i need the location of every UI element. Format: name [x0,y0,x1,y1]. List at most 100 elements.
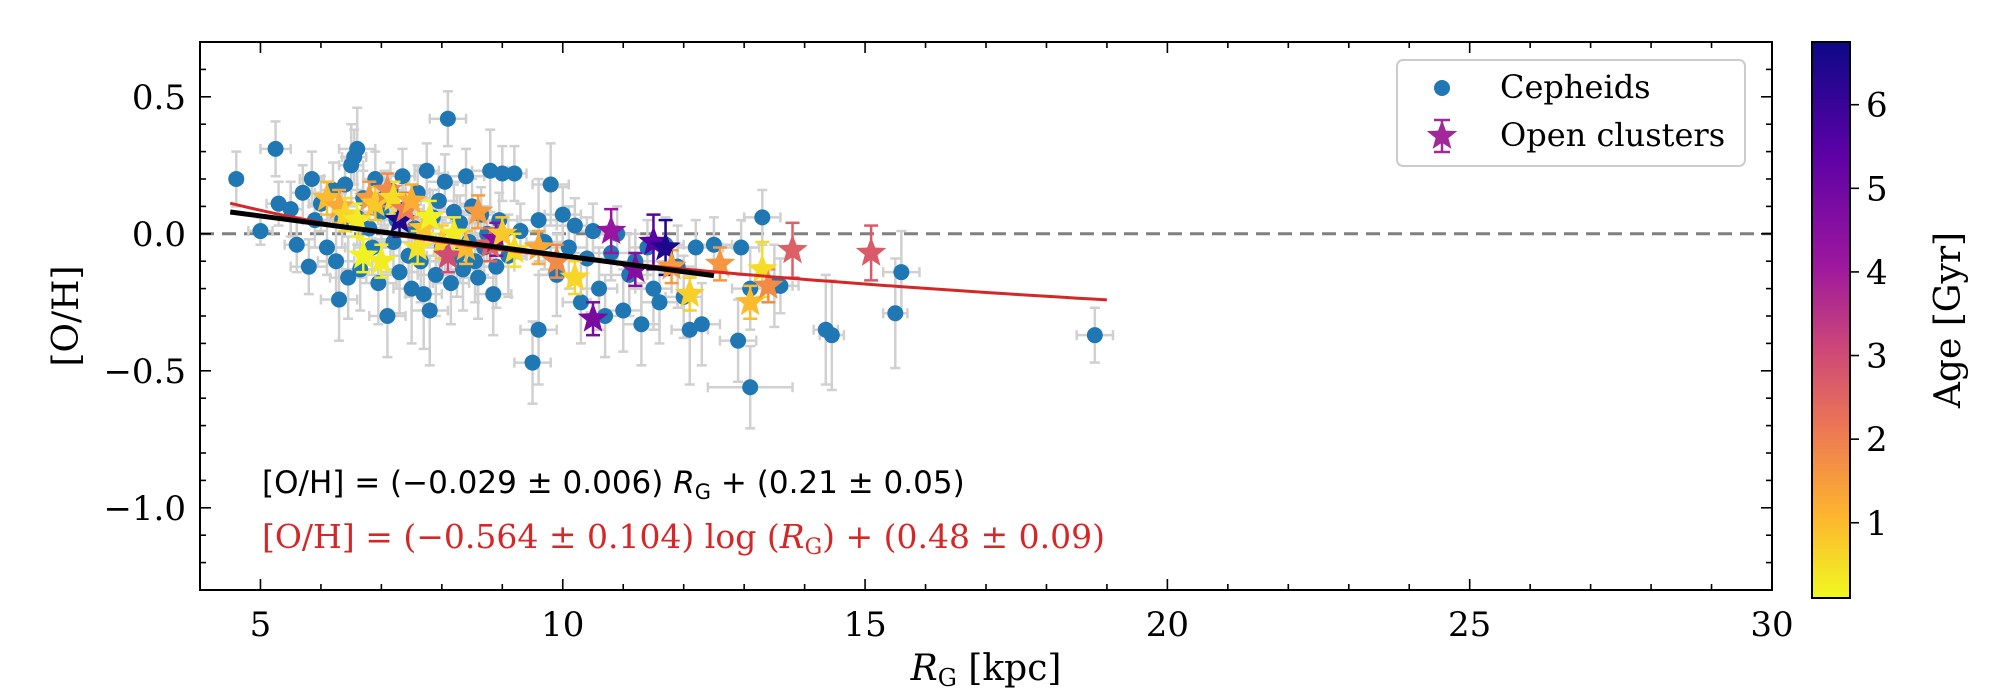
cepheid-point [488,258,505,275]
open-cluster-point [378,182,409,212]
cepheid-point [887,305,904,322]
cepheid-point [337,176,354,193]
open-cluster-point [541,245,572,275]
cepheid-point [370,275,387,292]
cepheid-point [458,168,475,185]
cepheid-point [270,195,287,212]
open-cluster-point [342,204,373,233]
cepheid-point [512,223,529,240]
cepheid-point [455,261,472,278]
cepheid-point [288,236,305,253]
cepheid-point [1086,327,1103,344]
open-cluster-point [396,184,427,214]
open-cluster-point [354,182,385,212]
open-cluster-point [638,226,669,255]
cepheid-point [267,140,284,157]
open-cluster-point [329,198,361,228]
legend: Cepheids Open clusters [1396,59,1746,167]
open-cluster-point [656,250,687,280]
open-cluster-point [620,253,651,283]
cepheid-point [349,140,366,157]
open-cluster-point [753,269,784,299]
x-tick-label: 20 [1146,605,1189,645]
cepheid-point [524,354,541,371]
open-cluster-point [438,217,470,247]
cepheid-point [681,321,698,338]
open-cluster-point [414,201,445,231]
open-cluster-point [311,182,343,212]
cepheid-point [651,294,668,311]
linear-fit-annotation: [O/H] = (−0.029 ± 0.006) RG + (0.21 ± 0.… [262,465,965,504]
cepheid-point [282,201,299,218]
cepheid-point [893,264,910,281]
cepheid-point [340,269,357,286]
cepheid-point [591,280,608,297]
cepheid-point [530,212,547,229]
open-cluster-point [366,245,397,275]
open-cluster-point [855,237,887,266]
cepheid-point [506,165,523,182]
cepheid-point [494,165,511,182]
x-tick-label: 25 [1448,605,1491,645]
legend-open-clusters-label: Open clusters [1500,116,1725,154]
open-cluster-point [674,278,705,307]
cepheid-point [754,209,771,226]
cepheid-point [300,258,317,275]
cepheid-point [415,286,432,303]
cepheid-point [554,206,571,223]
cepheid-point [633,316,650,333]
open-cluster-point [577,302,609,332]
x-tick-label: 5 [250,605,272,645]
open-cluster-point [348,239,379,269]
cepheid-point [331,291,348,308]
cepheid-point [615,302,632,319]
open-cluster-point [595,215,627,244]
cepheid-point [439,110,456,127]
cepheid-point [394,168,411,185]
cepheid-point [530,321,547,338]
fit-lines [229,201,1107,302]
cepheid-point [560,239,577,256]
cepheid-point [742,379,759,396]
cepheid-point [733,239,750,256]
cepheid-point [645,280,662,297]
open-cluster-point [432,239,464,269]
colorbar-tick-label: 3 [1866,337,1888,377]
log-fit-annotation: [O/H] = (−0.564 ± 0.104) log (RG) + (0.4… [262,517,1105,560]
open-cluster-point [487,217,518,247]
y-tick-label: −1.0 [103,489,186,529]
colorbar-ticks: 1 2 3 4 5 6 [1850,86,1888,544]
y-axis-title: [O/H] [46,265,87,366]
cepheid-point [430,192,447,209]
cepheid-point [367,171,384,187]
x-tick-label: 10 [541,605,584,645]
cepheid-point [379,308,396,324]
colorbar-tick-label: 6 [1866,86,1888,126]
y-tick-label: −0.5 [103,352,186,392]
colorbar: 1 2 3 4 5 6 Age [Gyr] [1811,41,1969,599]
cepheid-point [482,162,499,179]
open-cluster-point [777,234,808,264]
y-tick-label: 0.0 [132,215,186,255]
x-tick-label: 15 [843,605,886,645]
cepheid-point [566,217,583,234]
cepheid-point [436,173,453,190]
cepheid-point [705,236,722,253]
legend-box [1396,59,1746,167]
linear-fit-line [229,209,715,279]
cepheid-point [687,239,704,256]
open-cluster-point [323,190,355,220]
cepheid-point [585,223,601,240]
open-cluster-point [462,195,494,225]
open-cluster-point [559,261,591,291]
cepheid-point [542,176,559,193]
open-cluster-point [735,286,766,316]
colorbar-tick-label: 2 [1866,420,1888,460]
cepheid-point [318,239,335,256]
cepheid-point [294,184,311,201]
colorbar-tick-label: 5 [1866,169,1888,209]
x-axis-title: RG [kpc] [910,648,1062,692]
open-cluster-point [747,253,778,283]
cepheid-point [385,234,402,251]
